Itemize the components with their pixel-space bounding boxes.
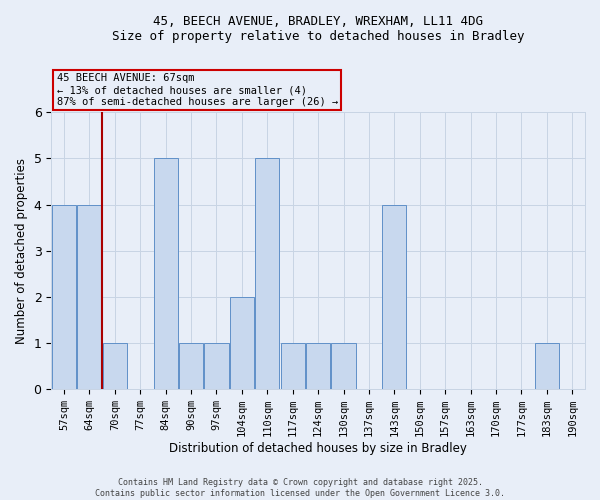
Bar: [281, 343, 305, 389]
Bar: [205, 343, 229, 389]
Bar: [306, 343, 330, 389]
Bar: [52, 204, 76, 389]
Text: Contains HM Land Registry data © Crown copyright and database right 2025.
Contai: Contains HM Land Registry data © Crown c…: [95, 478, 505, 498]
Bar: [77, 204, 101, 389]
Bar: [103, 343, 127, 389]
Bar: [154, 158, 178, 389]
Bar: [382, 204, 406, 389]
Bar: [535, 343, 559, 389]
Title: 45, BEECH AVENUE, BRADLEY, WREXHAM, LL11 4DG
Size of property relative to detach: 45, BEECH AVENUE, BRADLEY, WREXHAM, LL11…: [112, 15, 524, 43]
Bar: [331, 343, 356, 389]
Bar: [230, 297, 254, 389]
Y-axis label: Number of detached properties: Number of detached properties: [15, 158, 28, 344]
Bar: [255, 158, 280, 389]
Text: 45 BEECH AVENUE: 67sqm
← 13% of detached houses are smaller (4)
87% of semi-deta: 45 BEECH AVENUE: 67sqm ← 13% of detached…: [56, 74, 338, 106]
Bar: [179, 343, 203, 389]
X-axis label: Distribution of detached houses by size in Bradley: Distribution of detached houses by size …: [169, 442, 467, 455]
